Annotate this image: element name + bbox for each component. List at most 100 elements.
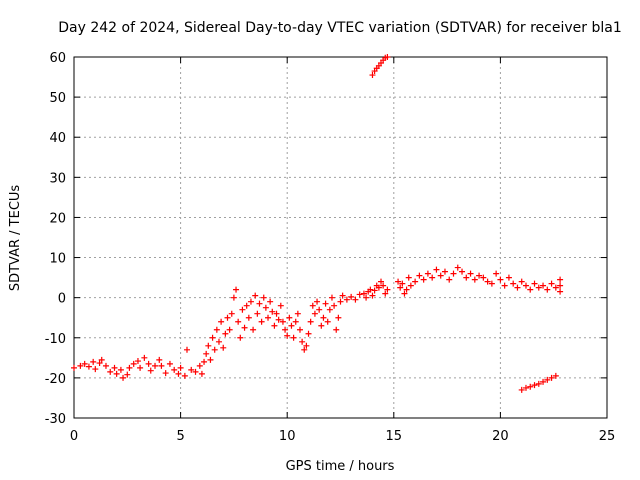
- data-point: [384, 54, 391, 60]
- data-point: [352, 296, 359, 303]
- data-point: [314, 298, 321, 305]
- data-point: [156, 356, 163, 363]
- data-point: [518, 278, 525, 285]
- data-point: [296, 326, 303, 333]
- data-point: [360, 290, 367, 297]
- data-point: [527, 383, 534, 390]
- data-point: [299, 338, 306, 345]
- data-point: [371, 287, 378, 294]
- data-point: [77, 362, 84, 369]
- x-axis-label: GPS time / hours: [286, 459, 395, 474]
- data-point: [471, 276, 478, 283]
- data-point: [424, 270, 431, 277]
- data-point: [395, 278, 402, 285]
- data-point: [501, 282, 508, 289]
- data-point: [198, 370, 205, 377]
- data-point: [318, 322, 325, 329]
- y-tick-label: 20: [49, 211, 66, 226]
- data-point: [333, 326, 340, 333]
- data-point: [505, 274, 512, 281]
- data-point: [378, 278, 385, 285]
- data-point: [380, 282, 387, 289]
- data-point: [429, 274, 436, 281]
- data-point: [488, 280, 495, 287]
- data-point: [412, 278, 419, 285]
- data-point: [324, 318, 331, 325]
- data-point: [307, 318, 314, 325]
- data-point: [267, 298, 274, 305]
- x-tick-label: 25: [599, 429, 616, 444]
- data-point: [540, 282, 547, 289]
- data-point: [98, 356, 105, 363]
- data-point: [450, 270, 457, 277]
- data-point: [250, 326, 257, 333]
- data-point: [220, 344, 227, 351]
- data-point: [102, 362, 109, 369]
- data-point: [85, 363, 92, 370]
- data-point: [90, 358, 97, 365]
- data-point: [331, 302, 338, 309]
- y-tick-label: -20: [45, 372, 66, 387]
- data-point: [239, 306, 246, 313]
- data-point: [124, 371, 131, 378]
- data-point: [303, 342, 310, 349]
- data-point: [557, 276, 564, 283]
- y-tick-label: 30: [49, 171, 66, 186]
- data-point: [117, 366, 124, 373]
- data-point: [96, 360, 103, 367]
- data-point: [416, 272, 423, 279]
- y-tick-label: 10: [49, 252, 66, 267]
- y-axis-label: SDTVAR / TECUs: [8, 185, 23, 292]
- x-tick-label: 0: [70, 429, 78, 444]
- data-point: [557, 288, 564, 295]
- data-point: [271, 322, 278, 329]
- data-point: [382, 290, 389, 297]
- data-point: [459, 268, 466, 275]
- data-point: [192, 368, 199, 375]
- data-point: [213, 326, 220, 333]
- data-point: [292, 318, 299, 325]
- data-point: [152, 362, 159, 369]
- x-tick-label: 10: [279, 429, 296, 444]
- data-point: [403, 286, 410, 293]
- data-point: [399, 280, 406, 287]
- data-point: [215, 338, 222, 345]
- data-point: [265, 314, 272, 321]
- data-point: [181, 372, 188, 379]
- data-point: [258, 318, 265, 325]
- x-tick-label: 15: [386, 429, 403, 444]
- data-point: [120, 374, 127, 381]
- data-point: [484, 278, 491, 285]
- data-point: [247, 298, 254, 305]
- data-point: [282, 326, 289, 333]
- y-tick-label: 40: [49, 131, 66, 146]
- data-point: [260, 294, 267, 301]
- data-point: [446, 276, 453, 283]
- y-tick-label: -10: [45, 332, 66, 347]
- data-point: [535, 380, 542, 387]
- data-point: [433, 266, 440, 273]
- data-point: [183, 346, 190, 353]
- data-point: [369, 72, 376, 79]
- data-point: [245, 314, 252, 321]
- data-point: [235, 318, 242, 325]
- data-point: [522, 384, 529, 391]
- data-point: [81, 360, 88, 367]
- data-point: [211, 346, 218, 353]
- data-point: [522, 282, 529, 289]
- data-point: [326, 306, 333, 313]
- data-point: [147, 367, 154, 374]
- data-point: [305, 330, 312, 337]
- data-point: [540, 378, 547, 385]
- data-point: [277, 302, 284, 309]
- data-point: [290, 334, 297, 341]
- data-point: [552, 284, 559, 291]
- data-point: [531, 382, 538, 389]
- data-point: [518, 386, 525, 393]
- plot-frame: [73, 56, 608, 419]
- data-point: [356, 291, 363, 298]
- data-point: [188, 366, 195, 373]
- data-point: [367, 286, 374, 293]
- data-point: [233, 286, 240, 293]
- data-point: [279, 318, 286, 325]
